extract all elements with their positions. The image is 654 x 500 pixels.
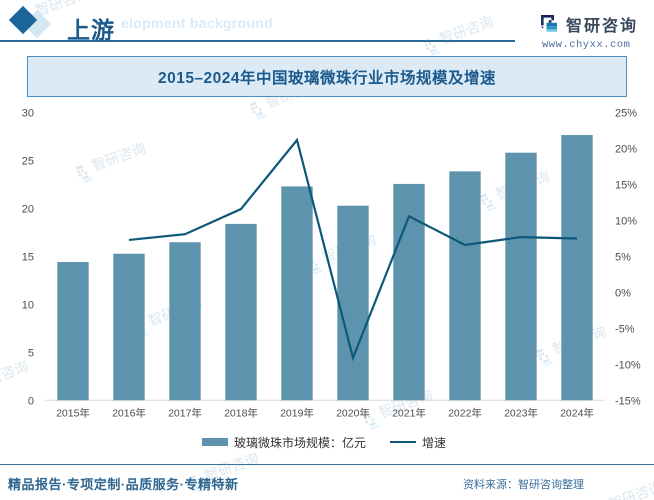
svg-text:-10%: -10% — [615, 359, 641, 371]
svg-text:-5%: -5% — [615, 323, 635, 335]
svg-text:2020年: 2020年 — [336, 406, 370, 419]
svg-text:2016年: 2016年 — [112, 406, 146, 419]
svg-text:25%: 25% — [615, 108, 637, 120]
svg-text:25: 25 — [22, 156, 34, 168]
svg-text:20: 20 — [22, 204, 34, 216]
svg-text:0%: 0% — [615, 287, 631, 299]
svg-text:10%: 10% — [615, 216, 637, 228]
svg-text:2023年: 2023年 — [504, 406, 538, 419]
svg-text:2017年: 2017年 — [168, 406, 202, 419]
svg-text:0: 0 — [28, 395, 34, 407]
svg-text:5: 5 — [28, 347, 34, 359]
svg-text:2019年: 2019年 — [280, 406, 314, 419]
svg-text:30: 30 — [22, 108, 34, 120]
svg-text:15: 15 — [22, 252, 34, 264]
svg-text:15%: 15% — [615, 180, 637, 192]
svg-text:-15%: -15% — [615, 395, 641, 407]
svg-text:10: 10 — [22, 299, 34, 311]
svg-text:5%: 5% — [615, 252, 631, 264]
svg-text:20%: 20% — [615, 144, 637, 156]
svg-text:2022年: 2022年 — [448, 406, 482, 419]
svg-text:2024年: 2024年 — [560, 406, 594, 419]
svg-text:2021年: 2021年 — [392, 406, 426, 419]
svg-text:2018年: 2018年 — [224, 406, 258, 419]
svg-text:2015年: 2015年 — [56, 406, 90, 419]
